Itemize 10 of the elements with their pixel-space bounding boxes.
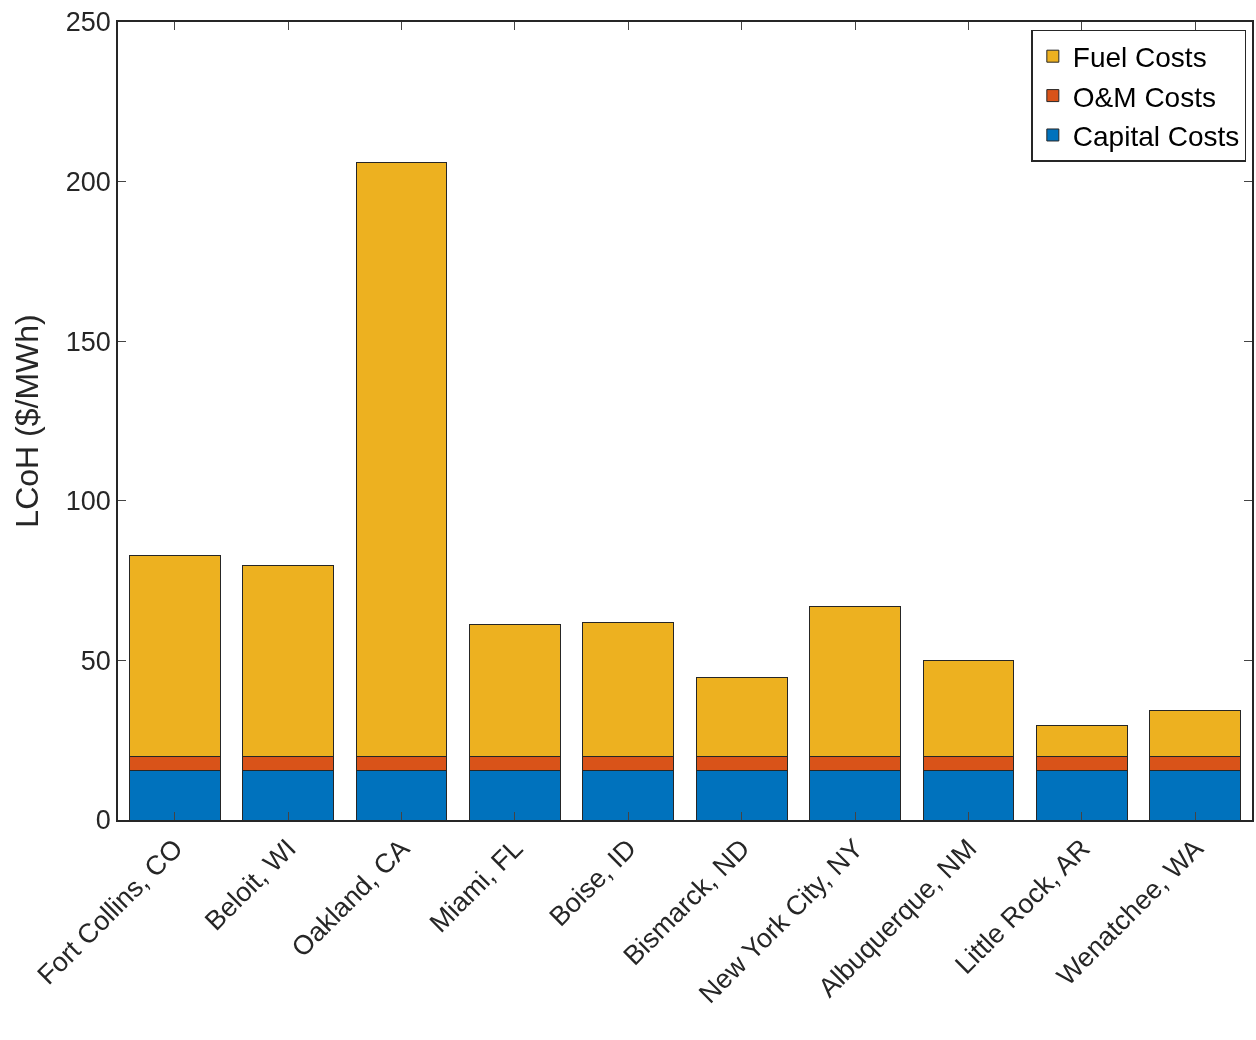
y-tick-label: 0 [95, 805, 111, 836]
y-tick-label: 250 [65, 7, 111, 38]
legend-label: Fuel Costs [1072, 42, 1207, 74]
y-axis-title: LCoH ($/MWh) [8, 314, 45, 528]
y-tick-label: 200 [65, 167, 111, 198]
y-tick-label: 100 [65, 486, 111, 517]
legend-label: O&M Costs [1072, 81, 1216, 113]
legend-label: Capital Costs [1072, 120, 1240, 152]
y-tick-label: 50 [80, 645, 111, 676]
y-tick-label: 150 [65, 326, 111, 357]
